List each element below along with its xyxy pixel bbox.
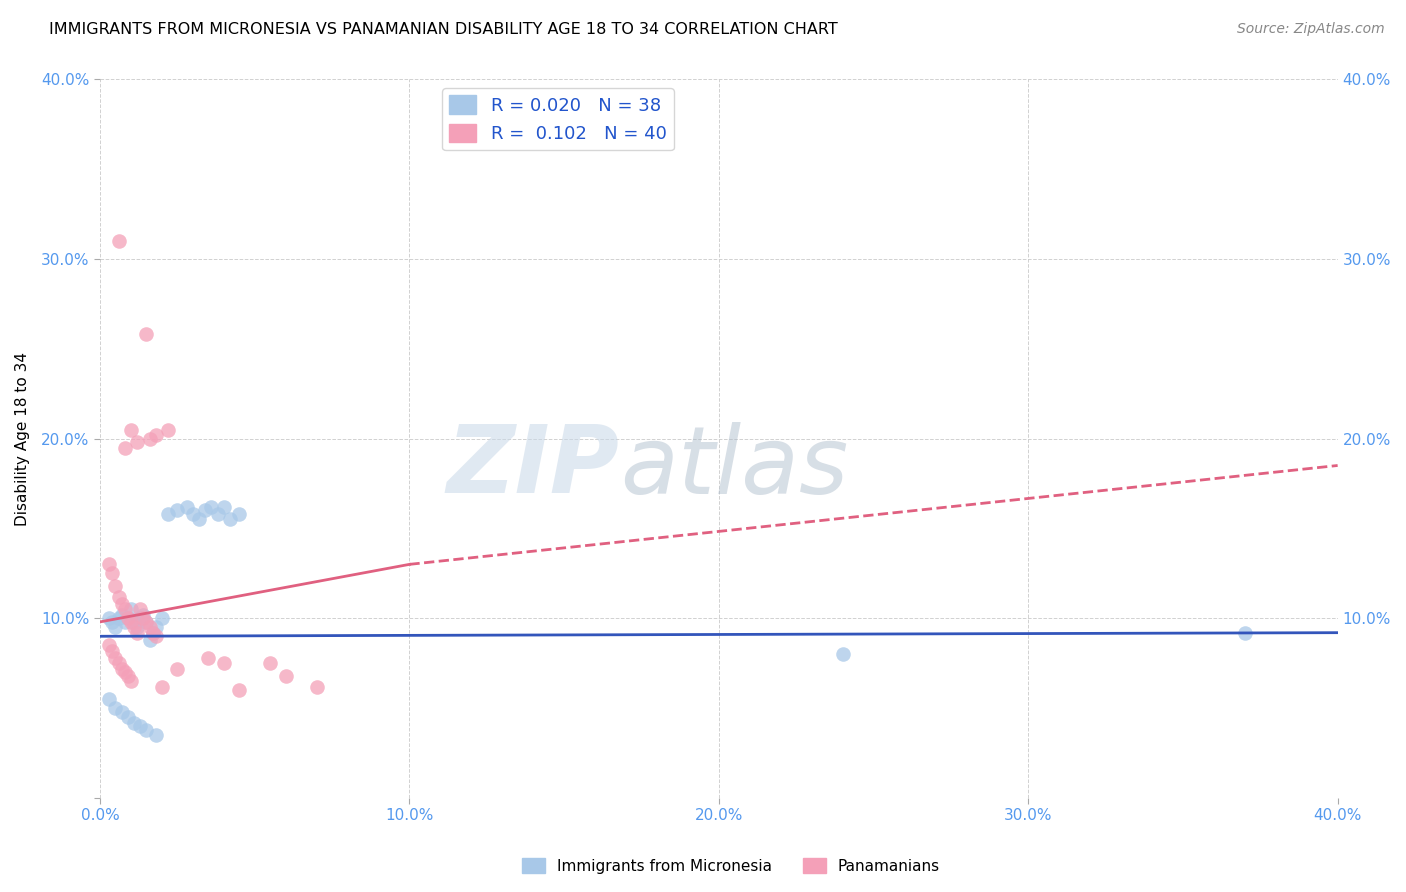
Point	[107, 234, 129, 248]
Point	[122, 620, 145, 634]
Point	[120, 423, 142, 437]
Point	[142, 625, 165, 640]
Point	[138, 632, 160, 647]
Point	[831, 647, 853, 661]
Point	[138, 432, 160, 446]
Point	[107, 590, 129, 604]
Point	[120, 615, 142, 629]
Point	[228, 507, 250, 521]
Point	[207, 507, 229, 521]
Point	[135, 327, 157, 342]
Point	[98, 611, 121, 625]
Point	[145, 728, 167, 742]
Point	[104, 579, 127, 593]
Point	[228, 683, 250, 698]
Point	[132, 607, 155, 622]
Legend: R = 0.020   N = 38, R =  0.102   N = 40: R = 0.020 N = 38, R = 0.102 N = 40	[441, 88, 673, 150]
Point	[181, 507, 204, 521]
Text: atlas: atlas	[620, 422, 848, 513]
Point	[166, 503, 188, 517]
Point	[150, 680, 173, 694]
Point	[129, 611, 152, 625]
Legend: Immigrants from Micronesia, Panamanians: Immigrants from Micronesia, Panamanians	[516, 852, 946, 880]
Point	[212, 657, 235, 671]
Point	[101, 615, 124, 629]
Point	[194, 503, 217, 517]
Point	[150, 611, 173, 625]
Point	[176, 500, 198, 514]
Point	[117, 611, 139, 625]
Point	[197, 650, 219, 665]
Point	[135, 615, 157, 629]
Point	[219, 512, 242, 526]
Point	[122, 615, 145, 629]
Point	[104, 620, 127, 634]
Point	[120, 674, 142, 689]
Point	[111, 607, 134, 622]
Text: IMMIGRANTS FROM MICRONESIA VS PANAMANIAN DISABILITY AGE 18 TO 34 CORRELATION CHA: IMMIGRANTS FROM MICRONESIA VS PANAMANIAN…	[49, 22, 838, 37]
Point	[117, 611, 139, 625]
Point	[142, 625, 165, 640]
Point	[145, 629, 167, 643]
Point	[122, 715, 145, 730]
Point	[166, 662, 188, 676]
Point	[114, 665, 136, 680]
Point	[127, 625, 149, 640]
Point	[117, 669, 139, 683]
Point	[127, 435, 149, 450]
Point	[132, 611, 155, 625]
Point	[157, 507, 180, 521]
Point	[127, 620, 149, 634]
Point	[200, 500, 222, 514]
Point	[107, 611, 129, 625]
Point	[129, 602, 152, 616]
Y-axis label: Disability Age 18 to 34: Disability Age 18 to 34	[15, 351, 30, 525]
Point	[259, 657, 281, 671]
Point	[101, 643, 124, 657]
Point	[101, 566, 124, 581]
Point	[212, 500, 235, 514]
Point	[114, 602, 136, 616]
Point	[1233, 625, 1256, 640]
Point	[145, 620, 167, 634]
Point	[274, 669, 297, 683]
Point	[111, 705, 134, 719]
Point	[188, 512, 211, 526]
Point	[120, 602, 142, 616]
Point	[114, 615, 136, 629]
Point	[98, 692, 121, 706]
Text: Source: ZipAtlas.com: Source: ZipAtlas.com	[1237, 22, 1385, 37]
Point	[107, 657, 129, 671]
Point	[111, 597, 134, 611]
Point	[98, 638, 121, 652]
Point	[157, 423, 180, 437]
Point	[129, 719, 152, 733]
Point	[145, 428, 167, 442]
Point	[135, 723, 157, 737]
Point	[117, 710, 139, 724]
Point	[111, 662, 134, 676]
Point	[138, 620, 160, 634]
Text: ZIP: ZIP	[447, 421, 620, 513]
Point	[104, 701, 127, 715]
Point	[104, 650, 127, 665]
Point	[98, 558, 121, 572]
Point	[114, 441, 136, 455]
Point	[135, 615, 157, 629]
Point	[305, 680, 328, 694]
